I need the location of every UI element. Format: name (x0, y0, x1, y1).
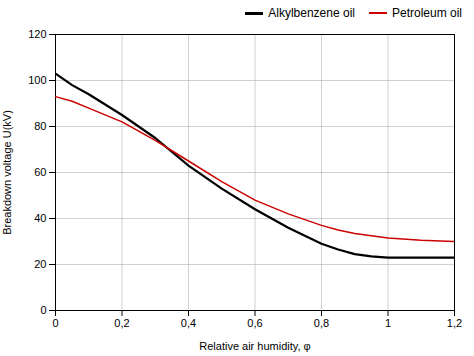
svg-text:0: 0 (40, 304, 46, 316)
html-text:Alkylbenzene oil: Alkylbenzene oil (268, 6, 355, 20)
svg-text:40: 40 (34, 212, 46, 224)
svg-text:1: 1 (385, 317, 391, 329)
html-text:Petroleum oil: Petroleum oil (392, 6, 462, 20)
svg-text:20: 20 (34, 258, 46, 270)
svg-text:Relative air humidity, φ: Relative air humidity, φ (199, 340, 310, 352)
svg-text:0,4: 0,4 (181, 317, 196, 329)
svg-text:1,2: 1,2 (447, 317, 462, 329)
svg-text:60: 60 (34, 166, 46, 178)
svg-text:Breakdown voltage U(kV): Breakdown voltage U(kV) (1, 110, 13, 235)
svg-text:0,6: 0,6 (247, 317, 262, 329)
svg-text:100: 100 (28, 74, 46, 86)
svg-text:120: 120 (28, 28, 46, 40)
svg-text:0,8: 0,8 (314, 317, 329, 329)
svg-text:0,2: 0,2 (114, 317, 129, 329)
svg-text:80: 80 (34, 120, 46, 132)
svg-text:0: 0 (52, 317, 58, 329)
